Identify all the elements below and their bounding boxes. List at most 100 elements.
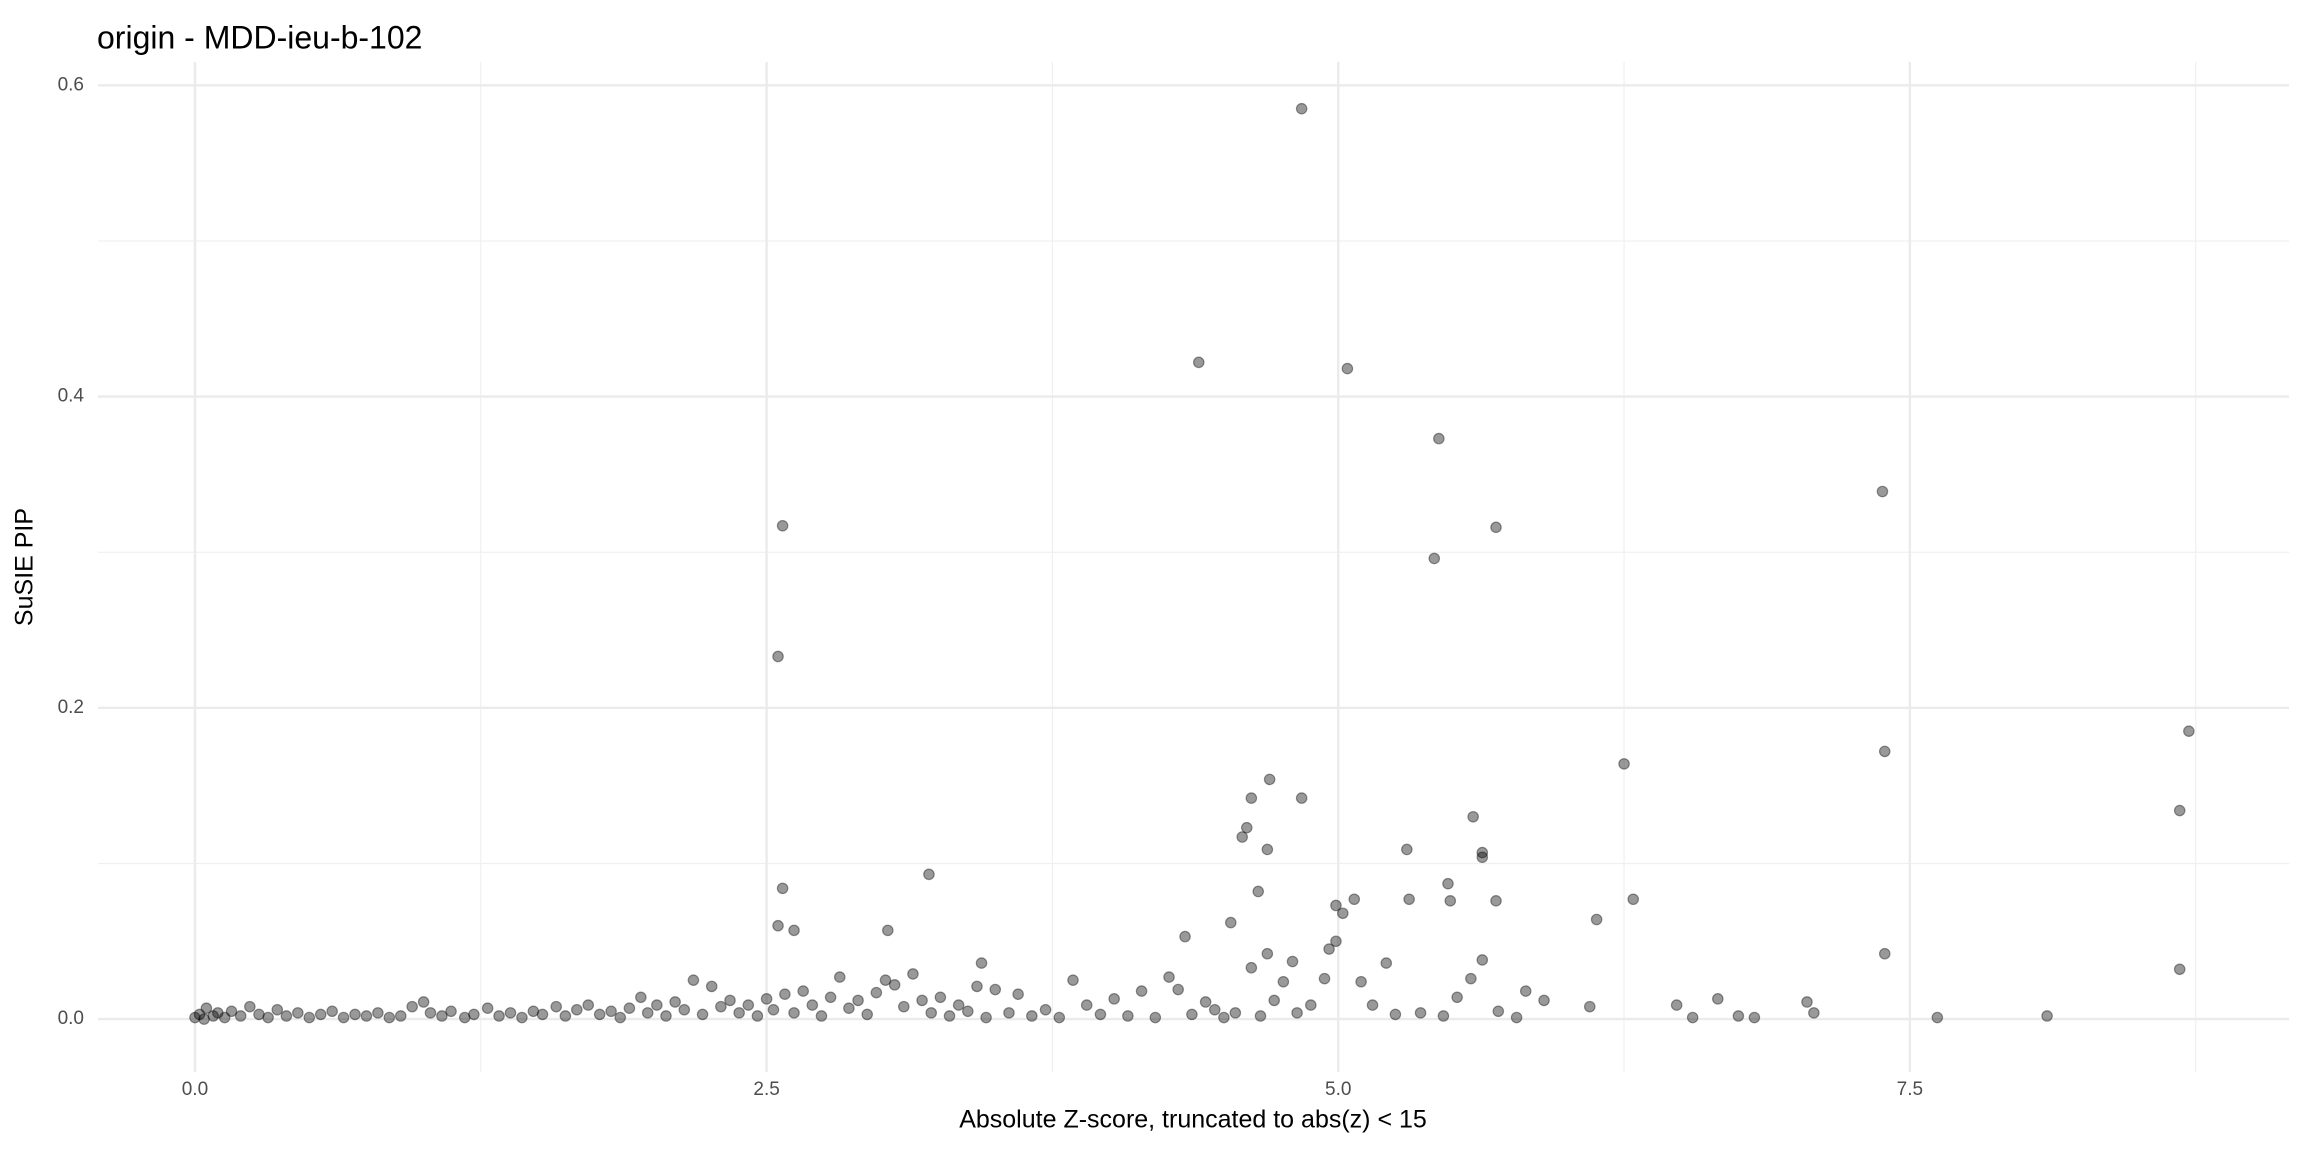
point (406, 1000, 418, 1013)
point (417, 996, 430, 1008)
point (303, 1011, 316, 1024)
point (962, 1005, 974, 1018)
point (198, 1013, 210, 1025)
point (925, 1007, 938, 1019)
point (207, 1010, 220, 1022)
point (559, 1010, 572, 1022)
point (1330, 899, 1342, 912)
point (952, 999, 965, 1011)
point (797, 985, 809, 997)
point (550, 1000, 563, 1013)
point (971, 980, 983, 993)
point (660, 1010, 672, 1022)
point (1366, 999, 1379, 1011)
point (481, 1002, 494, 1014)
point (1245, 961, 1258, 974)
point (1245, 792, 1258, 804)
point (1252, 885, 1265, 898)
point (536, 1008, 549, 1021)
point (788, 1007, 800, 1019)
point (1686, 1011, 1699, 1024)
point (262, 1011, 274, 1024)
point (715, 1000, 727, 1013)
point (1748, 1011, 1761, 1024)
point (337, 1011, 350, 1024)
point (1355, 975, 1367, 988)
point (635, 991, 647, 1004)
point (980, 1011, 992, 1024)
point (1003, 1007, 1015, 1019)
point (879, 974, 892, 986)
point (788, 924, 800, 937)
point (605, 1005, 617, 1018)
point (1218, 1011, 1230, 1024)
point (1305, 999, 1317, 1011)
point (504, 1007, 517, 1019)
point (1467, 810, 1479, 823)
point (881, 924, 894, 937)
point (724, 994, 736, 1007)
point (1286, 955, 1299, 968)
grid (98, 62, 2289, 1072)
point (360, 1010, 373, 1022)
point (1490, 521, 1502, 534)
point (436, 1010, 448, 1022)
point (1199, 996, 1212, 1008)
point (923, 868, 935, 881)
y-tick-label: 0.2 (58, 697, 84, 718)
point (1186, 1008, 1198, 1021)
point (1433, 432, 1445, 445)
point (1261, 843, 1274, 856)
point (1135, 985, 1148, 997)
point (593, 1008, 606, 1021)
point (1291, 1007, 1303, 1019)
point (1094, 1008, 1107, 1021)
point (776, 519, 789, 532)
point (767, 1003, 780, 1016)
point (1618, 758, 1630, 770)
point (1039, 1003, 1052, 1016)
point (1712, 993, 1724, 1005)
point (292, 1007, 304, 1019)
point (1732, 1010, 1745, 1022)
point (1931, 1011, 1944, 1024)
point (772, 919, 784, 932)
point (1538, 994, 1550, 1007)
point (888, 979, 901, 991)
point (1240, 821, 1253, 834)
point (1627, 893, 1640, 906)
point (779, 988, 791, 1000)
point (2173, 963, 2186, 976)
point (1337, 907, 1349, 920)
point (806, 999, 819, 1011)
point (1026, 1010, 1038, 1022)
point (651, 999, 663, 1011)
point (897, 1000, 910, 1013)
point (394, 1010, 407, 1022)
point (200, 1002, 213, 1014)
y-tick-label: 0.4 (58, 386, 85, 407)
point (1149, 1011, 1162, 1024)
y-tick-label: 0.6 (58, 74, 84, 95)
point (527, 1005, 540, 1018)
point (772, 650, 784, 663)
point (1583, 1000, 1596, 1013)
point (843, 1002, 855, 1014)
point (1268, 994, 1281, 1007)
point (614, 1011, 627, 1024)
y-tick-label: 0.0 (58, 1008, 84, 1029)
point (1341, 362, 1354, 375)
point (934, 991, 947, 1004)
point (2183, 725, 2195, 737)
point (623, 1002, 636, 1014)
point (212, 1007, 224, 1019)
point (751, 1010, 764, 1022)
point (193, 1008, 206, 1021)
point (669, 996, 681, 1008)
point (582, 999, 595, 1011)
point (1465, 972, 1477, 985)
point (1451, 991, 1463, 1004)
point (424, 1007, 437, 1019)
point (1263, 773, 1276, 786)
